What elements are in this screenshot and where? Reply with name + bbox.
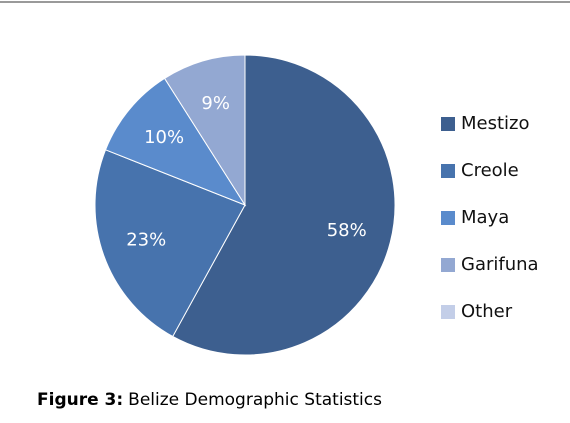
legend-swatch	[441, 164, 455, 178]
pie-slice	[163, 54, 246, 207]
data-label: 23%	[126, 230, 166, 251]
data-label: 9%	[201, 93, 230, 114]
pie-slice	[94, 149, 246, 338]
legend-label: Maya	[461, 207, 509, 228]
pie-slice	[104, 77, 247, 207]
pie-slice	[172, 54, 396, 356]
legend-label: Mestizo	[461, 113, 530, 134]
data-label: 58%	[327, 220, 367, 241]
legend-swatch	[441, 117, 455, 131]
legend-label: Creole	[461, 160, 519, 181]
caption-label: Figure 3:	[37, 390, 123, 410]
legend-label: Other	[461, 301, 513, 322]
data-label: 10%	[144, 127, 184, 148]
legend-swatch	[441, 258, 455, 272]
caption-text: Belize Demographic Statistics	[128, 390, 382, 410]
legend-label: Garifuna	[461, 254, 539, 275]
legend-swatch	[441, 305, 455, 319]
legend-swatch	[441, 211, 455, 225]
caption: Figure 3: Belize Demographic Statistics	[37, 390, 382, 410]
